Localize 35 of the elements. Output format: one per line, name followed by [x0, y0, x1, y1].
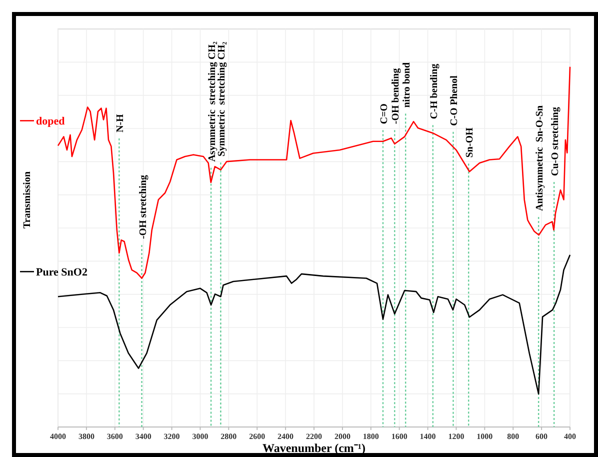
x-tick-label: 1200 — [448, 432, 464, 441]
ref-line-label: N-H — [115, 114, 126, 132]
x-tick-label: 3200 — [164, 432, 180, 441]
x-tick-label: 1800 — [362, 432, 379, 441]
ref-line-label: C-O Phenol — [449, 75, 460, 126]
y-axis-title: Transmission — [22, 171, 33, 229]
ref-line-label: Symmetric stretching CH₂ — [216, 42, 228, 156]
ref-line-label: Cu-O stretching — [550, 107, 562, 176]
ref-line-label: -OH stretching — [138, 175, 149, 240]
x-axis-title: Wavenumber (cm⁻¹) — [262, 441, 366, 455]
x-tick-label: 2800 — [220, 432, 237, 441]
x-tick-label: 4000 — [50, 432, 66, 441]
x-tick-label: 2400 — [278, 432, 294, 441]
ref-line-label: Asymmetric stretching CH₂ — [207, 42, 218, 162]
x-tick-label: 1400 — [420, 432, 436, 441]
ref-line-label: C=O — [378, 103, 390, 124]
ref-line-label: Antisymmetric Sn-O-Sn — [534, 104, 546, 211]
ref-line-label: Sn-OH — [464, 127, 476, 158]
ref-line-label: C-H bending — [428, 64, 440, 120]
x-tick-label: 3600 — [106, 432, 123, 441]
x-tick-label: 2600 — [249, 432, 266, 441]
x-tick-label: 3000 — [192, 432, 208, 441]
ref-line-label: -OH bending — [390, 68, 402, 124]
ref-line-label: nitro bond — [402, 62, 413, 108]
legend-label: Pure SnO2 — [36, 266, 88, 279]
x-tick-label: 400 — [564, 432, 576, 441]
x-tick-label: 3800 — [78, 432, 94, 441]
x-tick-label: 600 — [536, 432, 548, 441]
x-tick-label: 2000 — [334, 432, 350, 441]
x-tick-label: 3400 — [135, 432, 152, 441]
x-tick-label: 1600 — [391, 432, 408, 441]
x-tick-label: 1000 — [476, 432, 493, 441]
x-tick-label: 800 — [507, 432, 520, 441]
x-tick-label: 2200 — [306, 432, 322, 441]
legend-label: doped — [36, 116, 65, 128]
